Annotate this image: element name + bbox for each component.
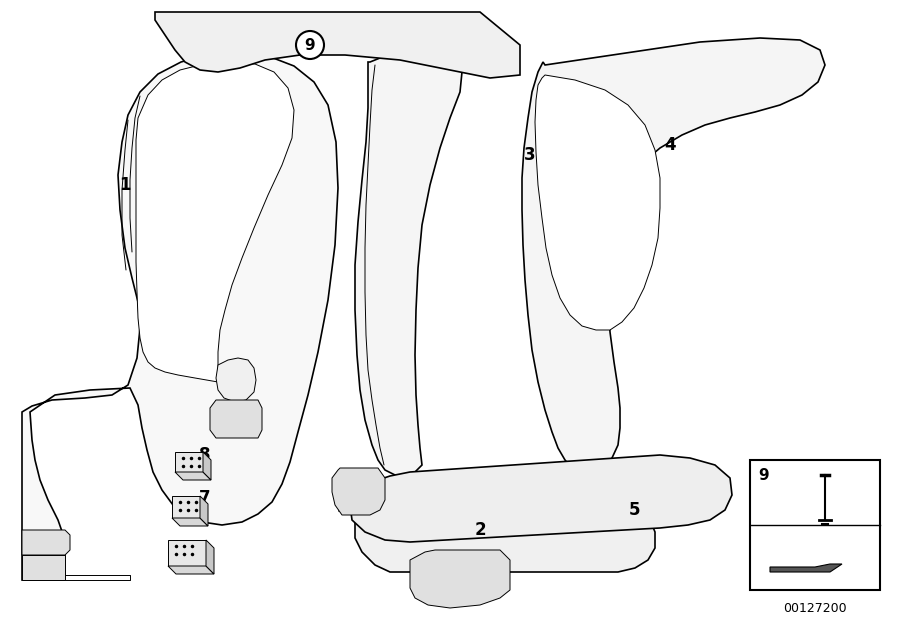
Text: 00127200: 00127200 (783, 602, 847, 615)
Polygon shape (210, 400, 262, 438)
Polygon shape (22, 555, 65, 580)
Polygon shape (136, 62, 294, 382)
Polygon shape (172, 496, 200, 518)
Text: 9: 9 (758, 468, 769, 483)
Text: 5: 5 (629, 501, 641, 519)
Polygon shape (22, 52, 338, 580)
Text: 2: 2 (474, 521, 486, 539)
Text: 6: 6 (199, 546, 211, 564)
Text: 4: 4 (664, 136, 676, 154)
Polygon shape (155, 12, 520, 78)
Polygon shape (175, 472, 211, 480)
Polygon shape (22, 530, 70, 555)
Text: 1: 1 (119, 176, 130, 194)
Polygon shape (350, 455, 732, 542)
Polygon shape (410, 550, 510, 608)
Text: 3: 3 (524, 146, 536, 164)
Polygon shape (355, 490, 655, 572)
Text: 9: 9 (305, 38, 315, 53)
Polygon shape (203, 452, 211, 480)
Polygon shape (216, 358, 256, 402)
Polygon shape (206, 540, 214, 574)
Polygon shape (168, 540, 206, 566)
Polygon shape (522, 38, 825, 472)
Polygon shape (175, 452, 203, 472)
Text: 8: 8 (199, 446, 211, 464)
Polygon shape (200, 496, 208, 526)
Polygon shape (172, 518, 208, 526)
Polygon shape (332, 468, 385, 515)
Bar (750, 460, 880, 590)
Text: 7: 7 (199, 489, 211, 507)
Polygon shape (535, 75, 660, 330)
Polygon shape (770, 564, 842, 572)
Circle shape (296, 31, 324, 59)
Polygon shape (168, 566, 214, 574)
Polygon shape (355, 48, 462, 475)
